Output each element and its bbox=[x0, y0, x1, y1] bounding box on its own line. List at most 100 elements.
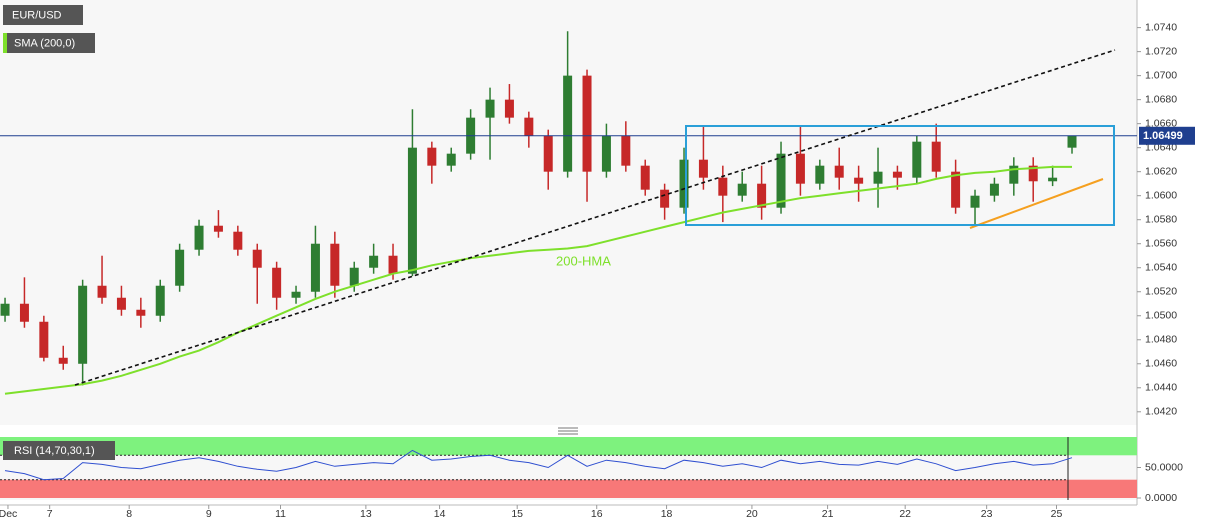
candle-body bbox=[582, 75, 592, 172]
candle-body bbox=[815, 165, 825, 184]
candle-body bbox=[563, 75, 573, 172]
oversold-zone bbox=[0, 479, 1137, 498]
candle-body bbox=[369, 255, 379, 268]
y-tick-label: 1.0600 bbox=[1145, 189, 1177, 201]
y-tick-label: 1.0720 bbox=[1145, 45, 1177, 57]
legend-box bbox=[3, 441, 115, 460]
candle-body bbox=[213, 225, 223, 232]
x-tick-label: 20 bbox=[746, 508, 758, 520]
candle-body bbox=[175, 249, 185, 286]
candle-body bbox=[155, 285, 165, 316]
x-tick-label: 18 bbox=[661, 508, 673, 520]
rsi-line bbox=[4, 449, 1073, 481]
y-tick-label: 1.0700 bbox=[1145, 69, 1177, 81]
candle-body bbox=[737, 183, 747, 196]
y-tick-label: 1.0480 bbox=[1145, 334, 1177, 346]
legend-indicator: SMA (200,0) bbox=[14, 37, 75, 49]
x-tick-label: 22 bbox=[899, 508, 911, 520]
candle-body bbox=[989, 183, 999, 196]
candle-body bbox=[718, 177, 728, 196]
x-tick-label: 14 bbox=[434, 508, 446, 520]
candle-body bbox=[892, 171, 902, 178]
x-tick-label: 13 bbox=[360, 508, 372, 520]
candle-body bbox=[873, 171, 883, 184]
panel-handle bbox=[558, 427, 578, 435]
y-tick-label: 1.0440 bbox=[1145, 382, 1177, 394]
candle-body bbox=[136, 309, 146, 316]
candle-body bbox=[485, 99, 495, 118]
legend-swatch bbox=[3, 33, 7, 53]
candle-body bbox=[854, 177, 864, 184]
rsi-title: RSI (14,70,30,1) bbox=[14, 445, 95, 457]
candle-body bbox=[660, 189, 670, 208]
candle-body bbox=[640, 165, 650, 190]
candle-body bbox=[446, 153, 456, 166]
x-tick-label: 15 bbox=[511, 508, 523, 520]
y-tick-label: 1.0560 bbox=[1145, 237, 1177, 249]
candle-body bbox=[272, 267, 282, 298]
price-tag bbox=[1139, 126, 1195, 145]
candle-body bbox=[233, 231, 243, 250]
candle-body bbox=[58, 357, 68, 364]
candle-body bbox=[698, 159, 708, 178]
x-tick-label: 16 bbox=[591, 508, 603, 520]
x-tick-label: Dec bbox=[0, 508, 17, 520]
candle-body bbox=[834, 165, 844, 178]
y-tick-label: 1.0660 bbox=[1145, 117, 1177, 129]
candle-body bbox=[757, 183, 767, 208]
candle-body bbox=[388, 255, 398, 274]
candle-body bbox=[349, 267, 359, 286]
candle-body bbox=[1009, 165, 1019, 184]
y-tick-label: 1.0420 bbox=[1145, 406, 1177, 418]
candle-body bbox=[1067, 135, 1077, 148]
candle-body bbox=[194, 225, 204, 250]
y-tick-label: 0.0000 bbox=[1145, 492, 1177, 504]
candle-body bbox=[504, 99, 514, 118]
support-line bbox=[969, 178, 1104, 229]
x-tick-label: 25 bbox=[1051, 508, 1063, 520]
y-tick-label: 1.0740 bbox=[1145, 21, 1177, 33]
candle-body bbox=[970, 195, 980, 208]
y-tick-label: 50.0000 bbox=[1145, 461, 1183, 473]
candle-body bbox=[19, 303, 29, 322]
candle-body bbox=[621, 135, 631, 166]
price-panel bbox=[0, 0, 1137, 425]
candle-body bbox=[1028, 165, 1038, 182]
candle-body bbox=[330, 243, 340, 286]
candle-body bbox=[427, 147, 437, 166]
y-tick-label: 1.0540 bbox=[1145, 262, 1177, 274]
x-tick-label: 7 bbox=[47, 508, 53, 520]
legend-box bbox=[3, 33, 95, 53]
candle-body bbox=[601, 135, 611, 172]
candle-body bbox=[951, 171, 961, 208]
x-tick-label: 11 bbox=[275, 508, 286, 520]
overbought-zone bbox=[0, 437, 1137, 456]
y-tick-label: 1.0680 bbox=[1145, 93, 1177, 105]
y-tick-label: 1.0520 bbox=[1145, 286, 1177, 298]
candle-body bbox=[543, 135, 553, 172]
line-label: 200-HMA bbox=[556, 253, 611, 268]
y-tick-label: 1.0500 bbox=[1145, 310, 1177, 322]
candle-body bbox=[679, 159, 689, 208]
candle-body bbox=[524, 117, 534, 136]
candle-body bbox=[0, 303, 10, 316]
candle-body bbox=[310, 243, 320, 292]
x-tick-label: 9 bbox=[206, 508, 212, 520]
candle-body bbox=[78, 285, 88, 364]
legend-title: EUR/USD bbox=[12, 9, 62, 21]
candle-body bbox=[291, 291, 301, 298]
candle-body bbox=[1048, 177, 1058, 182]
y-tick-label: 1.0460 bbox=[1145, 358, 1177, 370]
trend-line bbox=[74, 49, 1116, 386]
candle-body bbox=[912, 141, 922, 178]
x-tick-label: 8 bbox=[126, 508, 132, 520]
range-box bbox=[685, 125, 1115, 226]
legend-box bbox=[3, 5, 83, 25]
candle-body bbox=[931, 141, 941, 172]
candle-body bbox=[407, 147, 417, 274]
candle-body bbox=[252, 249, 262, 268]
candle-body bbox=[795, 153, 805, 184]
y-tick-label: 1.0620 bbox=[1145, 165, 1177, 177]
